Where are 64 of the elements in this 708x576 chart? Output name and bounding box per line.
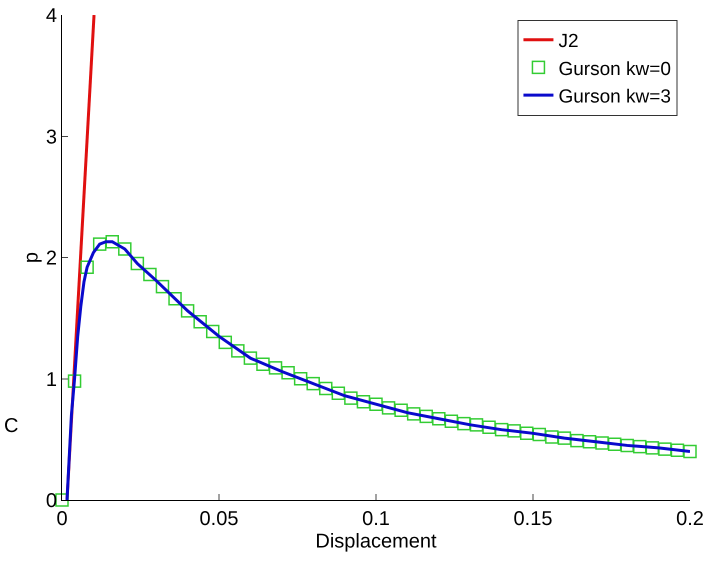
point [633,440,647,454]
x-tick-label: 0.15 [514,508,552,530]
legend-label: J2 [558,31,579,52]
x-tick-label: 0.2 [676,508,704,530]
point [558,431,572,445]
point [268,361,282,375]
point [545,430,559,444]
point [470,418,484,432]
point [156,280,170,294]
point [143,268,157,282]
point [595,436,609,450]
y-tick-label: 3 [46,126,57,148]
legend-label: Gurson kw=0 [558,58,671,80]
point [332,386,346,400]
point [168,292,182,306]
point [344,391,358,405]
point [520,426,534,440]
point [369,397,383,411]
x-tick-label: 0.05 [200,508,238,530]
y-tick-label: 1 [46,368,57,391]
point [394,404,408,418]
point [193,315,207,329]
legend-label: Gurson kw=3 [558,86,671,108]
point [319,382,333,396]
point [281,366,295,380]
point [532,428,546,442]
point [105,234,119,248]
point [118,242,132,256]
point [382,401,396,415]
text: C [4,415,18,437]
point [206,324,220,338]
point [356,395,370,409]
point [620,438,634,452]
point [244,351,258,365]
point [683,444,697,458]
y-axis-title: p [20,252,42,264]
point [432,412,446,426]
point [406,407,420,421]
point [444,414,458,428]
point [457,416,471,430]
point [570,434,584,448]
point [494,422,508,436]
x-axis-title: Displacement [315,530,438,552]
point [180,304,194,318]
point [80,260,94,274]
point [306,376,320,390]
point [231,344,245,358]
point [658,442,672,456]
x-tick-label: 0.1 [362,508,390,530]
point [419,410,433,424]
point [68,374,82,388]
point [608,437,622,451]
point [670,444,684,458]
point [92,237,106,251]
point [482,420,496,434]
point [130,256,144,270]
point [646,441,660,455]
y-tick-label: 2 [46,248,57,270]
point [218,336,232,350]
point [507,424,521,438]
point [256,357,270,371]
point [294,372,308,386]
point [582,435,596,449]
y-tick-label: 4 [46,5,57,27]
